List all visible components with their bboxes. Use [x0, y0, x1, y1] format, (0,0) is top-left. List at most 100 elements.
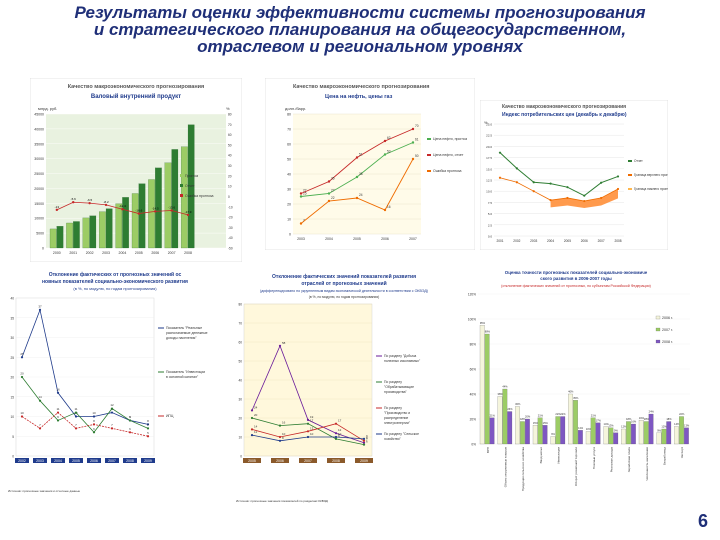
bar	[550, 436, 556, 445]
bar	[573, 400, 578, 445]
tick-label-y: 60	[287, 143, 291, 147]
legend-label: 2007 г.	[662, 328, 673, 332]
legend-swatch	[427, 170, 431, 172]
data-point	[104, 203, 108, 207]
data-label: 38	[359, 172, 363, 176]
bar	[590, 417, 596, 445]
legend-label: Цена нефти, отчет	[433, 153, 464, 157]
tick-label-y: 30	[287, 188, 291, 192]
tick-label-y2: 30	[228, 164, 232, 168]
legend-label: 2008 г.	[662, 340, 673, 344]
chart-subtitle: Индекс потребительских цен (декабрь к де…	[502, 111, 627, 118]
data-point	[110, 427, 114, 430]
bar	[648, 413, 654, 445]
bar	[613, 432, 619, 445]
tick-label-y: 20	[10, 376, 14, 380]
tick-bg	[87, 458, 101, 463]
data-point	[616, 187, 620, 191]
data-point	[154, 210, 157, 213]
bar	[82, 217, 90, 249]
bar	[181, 146, 188, 249]
bar	[122, 197, 129, 249]
tick-label-y: 40	[10, 297, 14, 301]
data-label: 88%	[485, 330, 491, 334]
tick-label-y: 20	[238, 417, 242, 421]
bar	[626, 421, 631, 445]
tick-label-y: 0	[240, 455, 242, 459]
tick-label-x: 2008	[184, 251, 192, 255]
tick-label-y: 35000	[34, 142, 44, 146]
tick-label-y: 60%	[470, 368, 477, 372]
tick-label-y: 40	[238, 379, 242, 383]
data-label: 35	[331, 177, 335, 181]
data-point	[74, 411, 78, 414]
legend-label: располагаемые денежные	[166, 331, 208, 335]
bar	[138, 183, 146, 249]
data-label: 70	[415, 124, 419, 128]
tick-label-x: 2005	[72, 459, 80, 463]
tick-label-x: 2005	[135, 251, 143, 255]
chart-subtitle: Валовый внутренний продукт	[91, 93, 181, 100]
data-label: 9	[129, 415, 131, 419]
data-point	[56, 411, 60, 414]
data-label: 18%	[644, 417, 650, 421]
data-label: 8	[147, 419, 149, 423]
data-label: -13	[55, 205, 60, 209]
data-point	[38, 399, 42, 402]
bar	[525, 418, 530, 445]
data-label: 95%	[480, 321, 486, 325]
data-point	[306, 422, 310, 425]
data-label: 13%	[684, 423, 690, 427]
tick-label-y: 30000	[34, 157, 44, 161]
tick-bg	[141, 458, 155, 463]
tick-label-x: ВРП	[486, 447, 490, 453]
data-point	[38, 308, 42, 311]
data-label: 44%	[502, 385, 508, 389]
data-label: 26%	[507, 407, 513, 411]
bar	[666, 421, 672, 445]
data-label: 17%	[596, 418, 602, 422]
tick-label-x: Численность населения	[645, 447, 649, 481]
tick-label-y: 2.5	[488, 223, 493, 227]
tick-label-x: Безработица	[663, 447, 667, 465]
bar	[49, 228, 57, 249]
gdp-chart-panel: Качество макроэкономического прогнозиров…	[30, 78, 242, 262]
tick-bg	[327, 458, 345, 463]
tick-bg	[299, 458, 317, 463]
data-label: 12%	[621, 425, 627, 429]
bar	[638, 420, 644, 445]
oil-chart-panel: Качество макроэкономического прогнозиров…	[265, 78, 475, 250]
data-label: 13	[310, 426, 314, 430]
tick-bg	[105, 458, 119, 463]
data-label: 6	[129, 427, 131, 431]
tick-label-x: 2006	[381, 237, 389, 241]
oil-price-chart: Качество макроэкономического прогнозиров…	[265, 78, 475, 250]
data-point	[299, 195, 303, 198]
data-label: 9%	[657, 428, 661, 432]
footnote: Источник: прогнозные значения показателе…	[236, 499, 328, 503]
bar	[489, 417, 495, 445]
data-label: -17.9	[185, 210, 192, 214]
data-point	[110, 411, 114, 414]
bar	[661, 428, 667, 445]
bar	[621, 428, 626, 445]
data-point	[515, 181, 518, 184]
data-label: 50	[415, 154, 419, 158]
chart-subtitle: Цена на нефть, цены газ	[325, 93, 393, 100]
tick-label-x: 2009	[144, 459, 152, 463]
data-point	[55, 208, 59, 212]
data-point	[334, 435, 338, 439]
legend-label: распределение	[384, 416, 408, 420]
tick-label-y: 0	[289, 233, 291, 237]
data-point	[146, 427, 150, 430]
data-label: 7	[303, 219, 305, 223]
data-label: 18%	[666, 417, 672, 421]
tick-label-x: Оборот розничной торговли	[574, 447, 578, 486]
tick-label-x: 2008	[614, 239, 621, 243]
data-label: 14	[38, 395, 42, 399]
data-label: 51	[359, 153, 363, 157]
legend-label: По разделу "Добыча	[384, 354, 416, 358]
data-point	[250, 416, 254, 420]
data-point	[250, 409, 254, 412]
tick-label-y: 20%	[470, 418, 477, 422]
